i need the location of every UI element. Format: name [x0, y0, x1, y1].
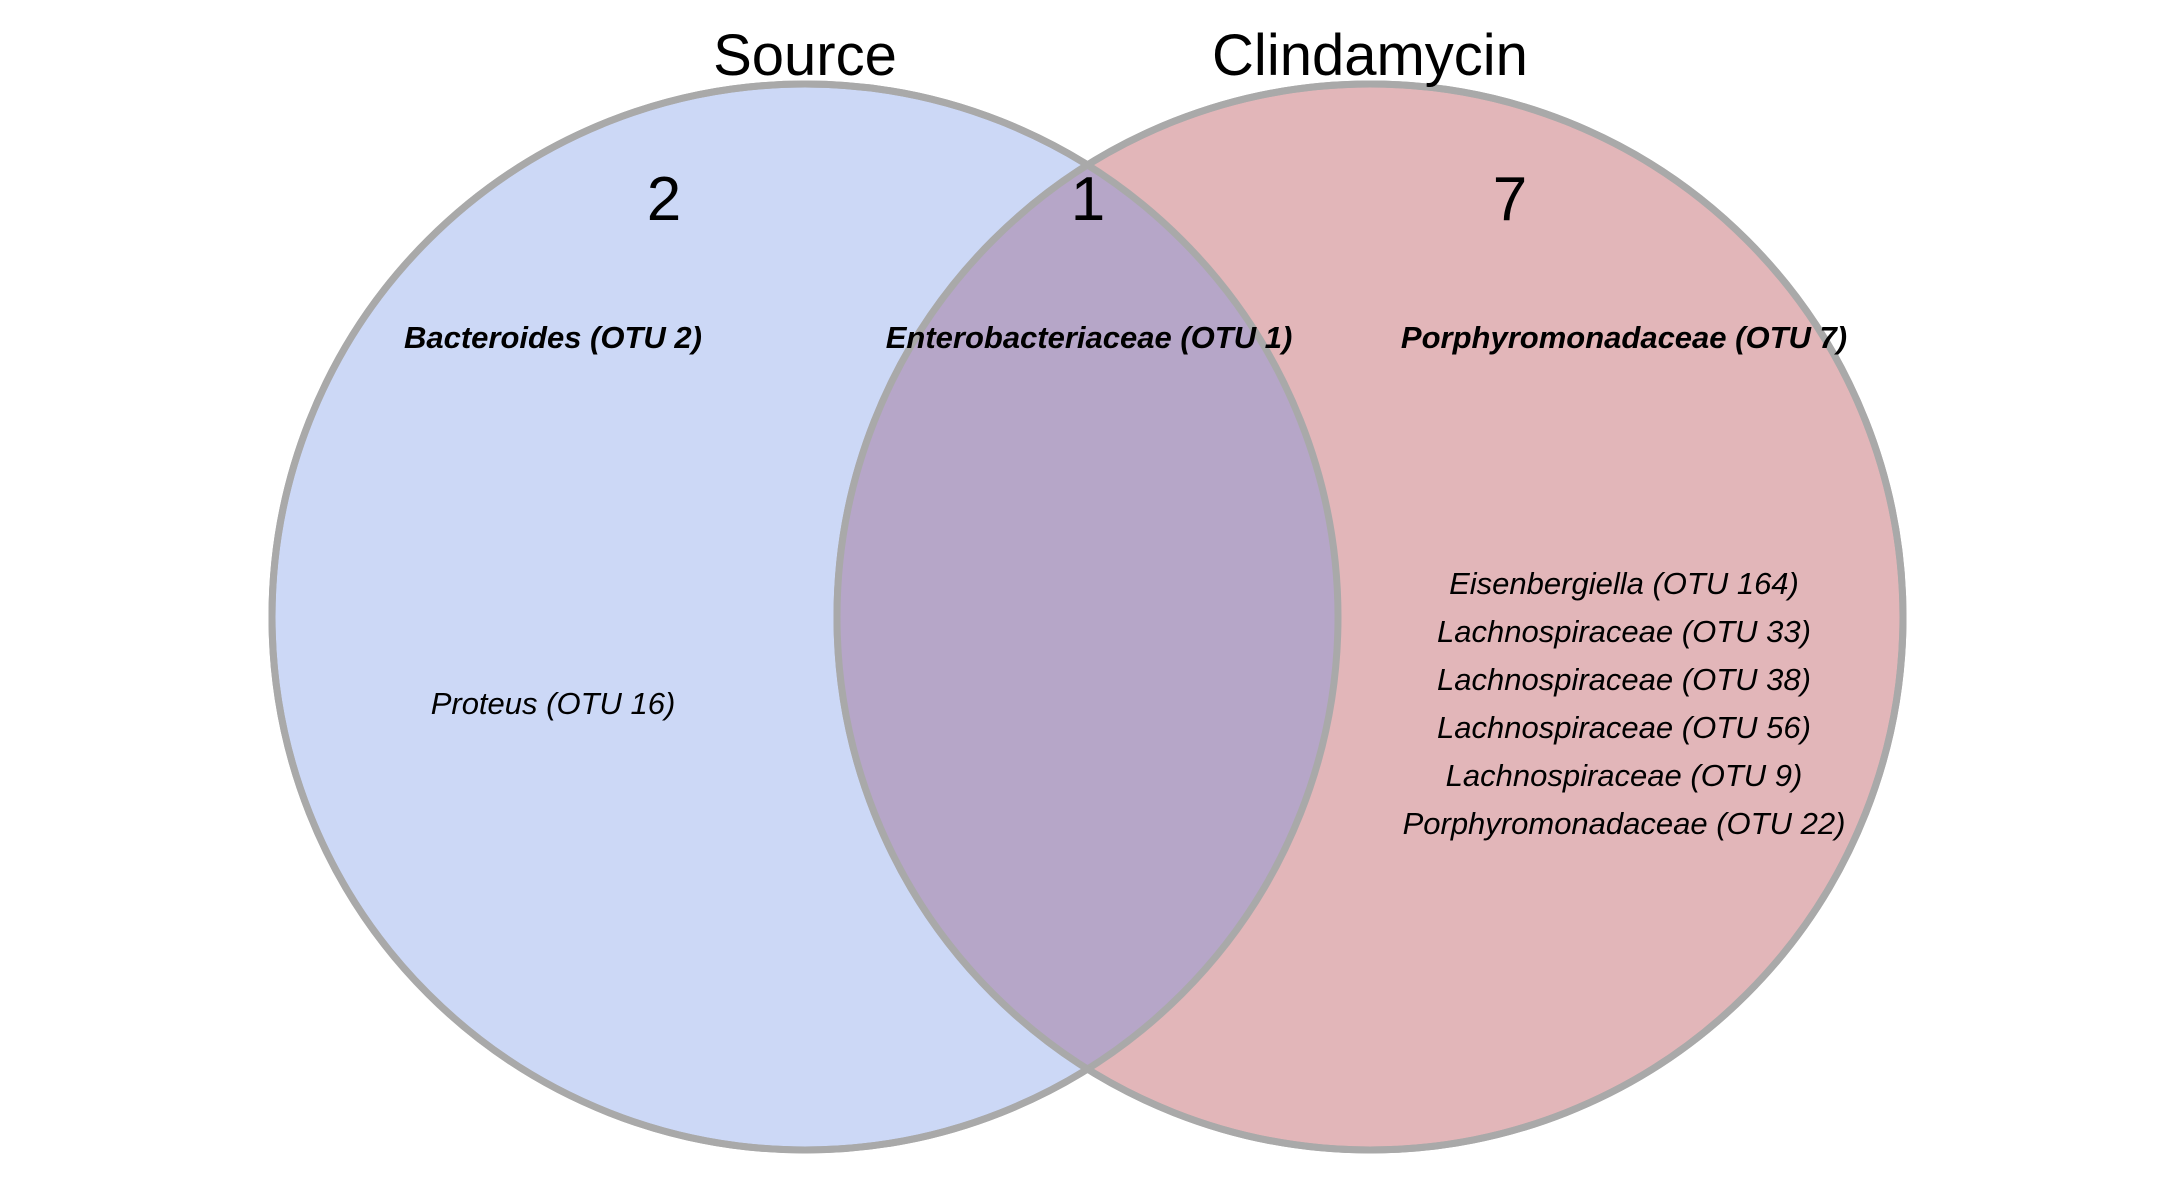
overlap-region: [837, 84, 1338, 1150]
clindamycin-only-count: 7: [1493, 165, 1527, 234]
clindamycin-only-member: Lachnospiraceae (OTU 56): [1437, 710, 1811, 745]
clindamycin-only-member: Porphyromonadaceae (OTU 22): [1403, 806, 1846, 841]
source-set-title: Source: [713, 23, 897, 88]
clindamycin-set-title: Clindamycin: [1212, 23, 1528, 88]
source-set-outline: [268, 80, 1342, 1154]
clindamycin-only-member: Lachnospiraceae (OTU 33): [1437, 614, 1811, 649]
shared-count: 1: [1071, 165, 1105, 234]
clindamycin-only-member: Eisenbergiella (OTU 164): [1449, 566, 1799, 601]
source-only-count: 2: [647, 165, 681, 234]
source-only-member: Bacteroides (OTU 2): [404, 320, 702, 355]
shared-member: Enterobacteriaceae (OTU 1): [886, 320, 1293, 355]
clindamycin-only-member: Porphyromonadaceae (OTU 7): [1401, 320, 1847, 355]
clindamycin-set-outline: [833, 80, 1907, 1154]
source-only-member: Proteus (OTU 16): [431, 686, 676, 721]
clindamycin-only-member: Lachnospiraceae (OTU 9): [1446, 758, 1803, 793]
clindamycin-only-member: Lachnospiraceae (OTU 38): [1437, 662, 1811, 697]
